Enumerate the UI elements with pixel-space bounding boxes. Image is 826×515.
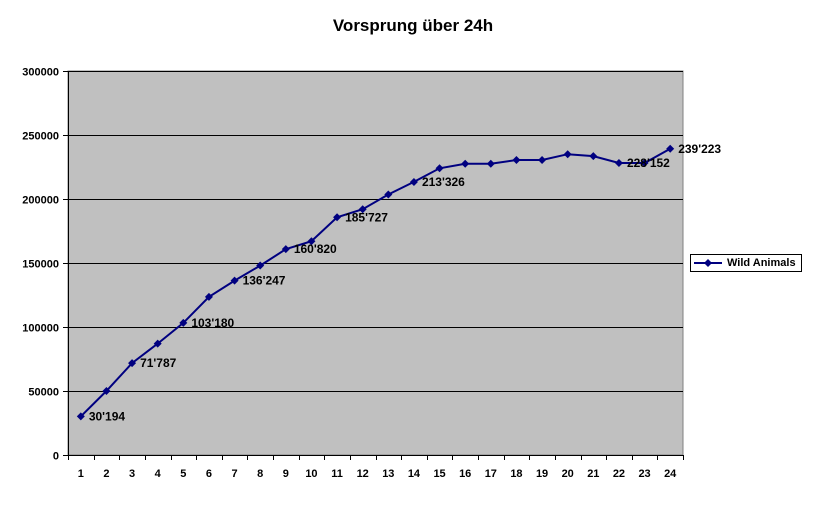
data-point-marker [153, 339, 162, 348]
x-tick-label: 1 [78, 468, 84, 480]
series-lines [80, 147, 671, 418]
x-tick-label: 11 [331, 468, 343, 480]
x-tick-label: 7 [232, 468, 238, 480]
data-point-marker [76, 412, 85, 421]
data-point-marker [358, 205, 367, 214]
data-label: 213'326 [422, 175, 465, 189]
data-point-marker [333, 213, 342, 222]
y-tick-label: 250000 [22, 131, 59, 143]
x-tick-label: 19 [536, 468, 548, 480]
legend-entry-label: Wild Animals [727, 257, 796, 269]
data-point-marker [256, 261, 265, 270]
data-point-marker [409, 177, 418, 186]
gridlines [68, 71, 683, 392]
y-tick-label: 0 [53, 451, 59, 463]
x-tick-label: 8 [257, 468, 263, 480]
data-point-marker [384, 190, 393, 199]
x-tick-label: 14 [408, 468, 421, 480]
data-point-marker [563, 150, 572, 159]
x-tick-label: 13 [382, 468, 394, 480]
x-tick-label: 10 [305, 468, 317, 480]
data-point-marker [512, 155, 521, 164]
data-point-marker [230, 276, 239, 285]
data-label: 239'223 [678, 142, 721, 156]
y-tick-label: 100000 [22, 323, 59, 335]
data-point-marker [640, 158, 649, 167]
x-tick-label: 18 [510, 468, 522, 480]
y-tick-label: 50000 [28, 387, 59, 399]
data-point-marker [589, 152, 598, 161]
x-tick-label: 20 [562, 468, 574, 480]
data-label: 160'820 [294, 242, 337, 256]
y-tick-label: 150000 [22, 259, 59, 271]
x-tick-label: 12 [357, 468, 369, 480]
x-tick-label: 15 [433, 468, 445, 480]
x-tick-label: 21 [587, 468, 599, 480]
data-point-marker [614, 158, 623, 167]
data-label: 30'194 [89, 409, 126, 423]
y-tick-label: 300000 [22, 67, 59, 79]
data-point-marker [486, 159, 495, 168]
x-tick-label: 6 [206, 468, 212, 480]
x-tick-label: 16 [459, 468, 471, 480]
x-tick-label: 4 [155, 468, 162, 480]
data-label: 185'727 [345, 210, 388, 224]
series-line [80, 147, 671, 418]
data-point-marker [281, 245, 290, 254]
data-point-marker [102, 387, 111, 395]
chart-title: Vorsprung über 24h [332, 16, 494, 35]
series-markers [76, 144, 675, 421]
x-tick-label: 3 [129, 468, 135, 480]
data-point-marker [461, 159, 470, 168]
x-tick-label: 24 [664, 468, 677, 480]
data-point-marker [435, 164, 444, 173]
data-point-marker [204, 292, 213, 301]
data-label: 228'152 [627, 156, 670, 170]
x-tick-label: 2 [103, 468, 109, 480]
x-tick-label: 5 [180, 468, 186, 480]
y-tick-label: 200000 [22, 195, 59, 207]
x-tick-label: 23 [638, 468, 650, 480]
data-point-marker [538, 155, 547, 164]
data-label: 103'180 [191, 316, 234, 330]
x-tick-label: 17 [485, 468, 497, 480]
data-point-marker [666, 144, 675, 153]
x-tick-label: 9 [283, 468, 289, 480]
data-point-marker [179, 318, 188, 327]
data-point-marker [128, 359, 137, 368]
x-tick-label: 22 [613, 468, 625, 480]
data-label: 136'247 [243, 274, 286, 288]
legend-marker-icon [694, 259, 722, 267]
legend: Wild Animals [690, 254, 802, 272]
data-label: 71'787 [140, 356, 177, 370]
data-labels: 30'194 71'787 103'180 136'247 160'820 185'727… [89, 142, 722, 424]
data-point-marker [307, 237, 316, 246]
